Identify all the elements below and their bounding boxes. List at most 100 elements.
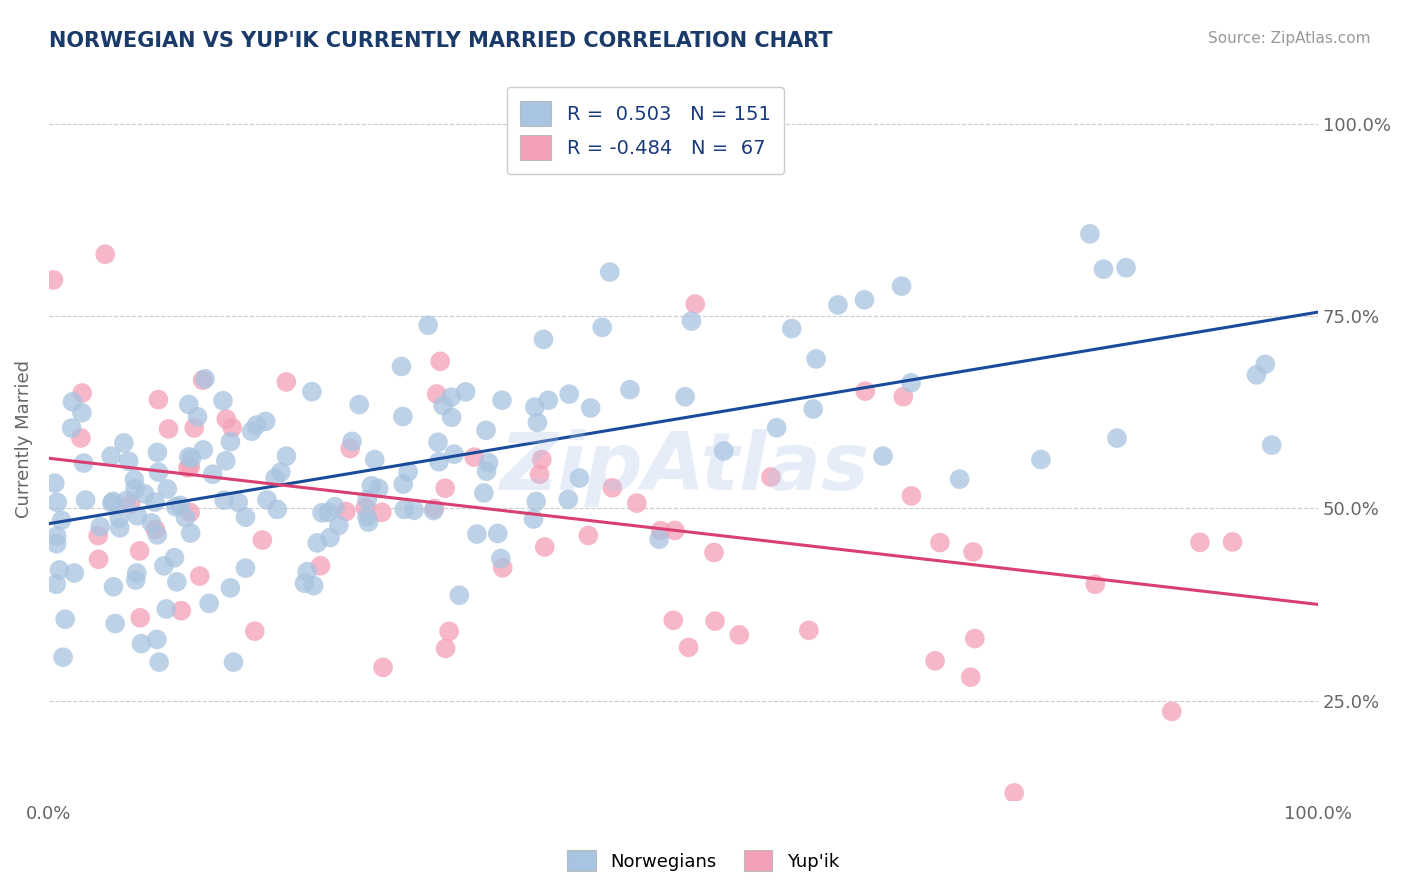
Point — [103, 494, 125, 508]
Point — [318, 505, 340, 519]
Point — [128, 544, 150, 558]
Point — [703, 545, 725, 559]
Point — [463, 450, 485, 464]
Point — [270, 465, 292, 479]
Point — [148, 392, 170, 407]
Point — [45, 577, 67, 591]
Point — [423, 501, 446, 516]
Point — [48, 563, 70, 577]
Point — [533, 332, 555, 346]
Point — [254, 414, 277, 428]
Point — [70, 386, 93, 401]
Point — [392, 502, 415, 516]
Point — [124, 473, 146, 487]
Point — [391, 359, 413, 374]
Point — [662, 613, 685, 627]
Text: NORWEGIAN VS YUP'IK CURRENTLY MARRIED CORRELATION CHART: NORWEGIAN VS YUP'IK CURRENTLY MARRIED CO… — [49, 31, 832, 51]
Point — [70, 431, 93, 445]
Point — [276, 375, 298, 389]
Point — [704, 614, 727, 628]
Point — [174, 510, 197, 524]
Point — [146, 445, 169, 459]
Point — [201, 467, 224, 482]
Point — [948, 472, 970, 486]
Point — [115, 493, 138, 508]
Point — [486, 526, 509, 541]
Point — [108, 521, 131, 535]
Point — [125, 566, 148, 580]
Point — [319, 531, 342, 545]
Point — [180, 526, 202, 541]
Point — [472, 486, 495, 500]
Point — [240, 424, 263, 438]
Point — [235, 561, 257, 575]
Point — [347, 398, 370, 412]
Point — [443, 447, 465, 461]
Point — [212, 493, 235, 508]
Point — [166, 574, 188, 589]
Point — [1246, 368, 1268, 382]
Point — [523, 400, 546, 414]
Point — [179, 506, 201, 520]
Point — [328, 518, 350, 533]
Point — [170, 604, 193, 618]
Point — [402, 503, 425, 517]
Point — [759, 470, 782, 484]
Point — [186, 409, 208, 424]
Point — [392, 409, 415, 424]
Point — [307, 536, 329, 550]
Point — [63, 566, 86, 580]
Point — [1084, 577, 1107, 591]
Point — [62, 394, 84, 409]
Point — [371, 660, 394, 674]
Point — [44, 476, 66, 491]
Point — [165, 500, 187, 514]
Point — [53, 612, 76, 626]
Point — [422, 503, 444, 517]
Point — [728, 628, 751, 642]
Point — [215, 412, 238, 426]
Point — [222, 655, 245, 669]
Point — [212, 393, 235, 408]
Point — [148, 465, 170, 479]
Point — [125, 573, 148, 587]
Point — [673, 390, 696, 404]
Point — [872, 449, 894, 463]
Point — [558, 387, 581, 401]
Point — [134, 487, 156, 501]
Point — [579, 401, 602, 415]
Point — [959, 670, 981, 684]
Point — [529, 467, 551, 482]
Point — [177, 450, 200, 464]
Point — [477, 456, 499, 470]
Point — [221, 421, 243, 435]
Point — [193, 442, 215, 457]
Point — [437, 624, 460, 639]
Point — [354, 500, 377, 515]
Point — [891, 390, 914, 404]
Point — [853, 384, 876, 398]
Point — [530, 452, 553, 467]
Point — [148, 655, 170, 669]
Point — [371, 505, 394, 519]
Point — [1115, 260, 1137, 275]
Point — [198, 596, 221, 610]
Point — [360, 479, 382, 493]
Point — [475, 423, 498, 437]
Point — [591, 320, 613, 334]
Point — [890, 279, 912, 293]
Point — [219, 581, 242, 595]
Point — [112, 436, 135, 450]
Point — [357, 515, 380, 529]
Point — [434, 641, 457, 656]
Point — [626, 496, 648, 510]
Point — [533, 540, 555, 554]
Point — [157, 422, 180, 436]
Point — [177, 460, 200, 475]
Point — [52, 650, 75, 665]
Point — [264, 471, 287, 485]
Point — [141, 516, 163, 530]
Point — [568, 471, 591, 485]
Point — [146, 632, 169, 647]
Legend: R =  0.503   N = 151, R = -0.484   N =  67: R = 0.503 N = 151, R = -0.484 N = 67 — [506, 87, 785, 174]
